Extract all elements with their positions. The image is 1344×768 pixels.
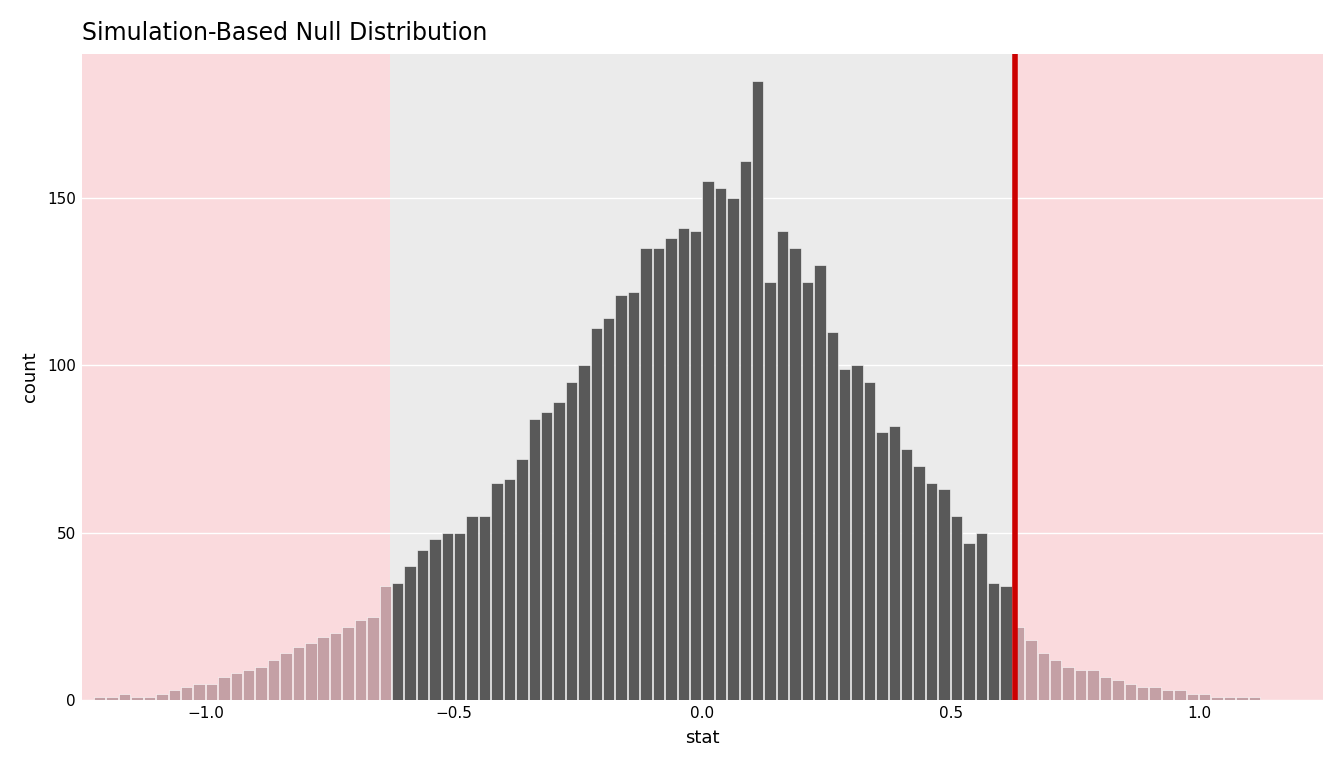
- Bar: [1187, 694, 1198, 700]
- Bar: [82, 54, 390, 700]
- Bar: [1199, 694, 1211, 700]
- Bar: [417, 550, 429, 700]
- Bar: [703, 181, 714, 700]
- Bar: [1099, 677, 1111, 700]
- Bar: [156, 694, 168, 700]
- Bar: [218, 677, 230, 700]
- Bar: [665, 238, 676, 700]
- Bar: [454, 533, 465, 700]
- Bar: [132, 697, 142, 700]
- Bar: [864, 382, 875, 700]
- Bar: [367, 617, 379, 700]
- Bar: [293, 647, 304, 700]
- Bar: [988, 583, 1000, 700]
- Bar: [789, 248, 801, 700]
- Bar: [964, 543, 974, 700]
- Bar: [727, 198, 739, 700]
- Bar: [578, 366, 590, 700]
- Bar: [392, 583, 403, 700]
- Bar: [739, 161, 751, 700]
- Bar: [628, 292, 640, 700]
- Bar: [1087, 670, 1098, 700]
- Bar: [914, 465, 925, 700]
- Bar: [590, 329, 602, 700]
- Bar: [118, 694, 130, 700]
- Bar: [329, 634, 341, 700]
- Bar: [976, 533, 986, 700]
- Bar: [1050, 660, 1062, 700]
- Bar: [753, 81, 763, 700]
- Bar: [267, 660, 280, 700]
- Bar: [1111, 680, 1124, 700]
- Bar: [1175, 690, 1185, 700]
- Bar: [1149, 687, 1161, 700]
- Bar: [900, 449, 913, 700]
- Bar: [616, 295, 626, 700]
- Bar: [231, 674, 242, 700]
- Bar: [343, 627, 353, 700]
- Bar: [542, 412, 552, 700]
- Bar: [677, 228, 689, 700]
- Bar: [839, 369, 851, 700]
- Bar: [516, 459, 528, 700]
- Bar: [876, 432, 887, 700]
- Bar: [1211, 697, 1223, 700]
- Bar: [305, 644, 316, 700]
- Bar: [429, 539, 441, 700]
- Bar: [194, 684, 204, 700]
- Bar: [1015, 54, 1322, 700]
- Bar: [715, 187, 726, 700]
- Bar: [492, 482, 503, 700]
- Bar: [653, 248, 664, 700]
- Bar: [603, 319, 614, 700]
- Bar: [851, 366, 863, 700]
- Bar: [504, 479, 515, 700]
- Bar: [379, 587, 391, 700]
- Bar: [1125, 684, 1136, 700]
- Bar: [94, 697, 105, 700]
- Bar: [926, 482, 937, 700]
- Y-axis label: count: count: [22, 352, 39, 402]
- Bar: [528, 419, 540, 700]
- Bar: [181, 687, 192, 700]
- Bar: [317, 637, 329, 700]
- Bar: [355, 620, 366, 700]
- Bar: [950, 516, 962, 700]
- Bar: [1249, 697, 1261, 700]
- X-axis label: stat: stat: [685, 729, 719, 747]
- Bar: [1063, 667, 1074, 700]
- Bar: [255, 667, 267, 700]
- Bar: [1236, 697, 1247, 700]
- Bar: [777, 231, 789, 700]
- Bar: [168, 690, 180, 700]
- Bar: [888, 425, 900, 700]
- Bar: [442, 533, 453, 700]
- Bar: [281, 654, 292, 700]
- Bar: [144, 697, 155, 700]
- Bar: [466, 516, 478, 700]
- Bar: [243, 670, 254, 700]
- Bar: [1000, 587, 1012, 700]
- Bar: [405, 566, 415, 700]
- Bar: [1025, 640, 1036, 700]
- Bar: [554, 402, 564, 700]
- Bar: [640, 248, 652, 700]
- Bar: [689, 231, 702, 700]
- Bar: [106, 697, 118, 700]
- Bar: [814, 265, 825, 700]
- Bar: [938, 489, 950, 700]
- Bar: [1224, 697, 1235, 700]
- Bar: [566, 382, 577, 700]
- Bar: [478, 516, 491, 700]
- Bar: [1038, 654, 1050, 700]
- Bar: [1161, 690, 1173, 700]
- Text: Simulation-Based Null Distribution: Simulation-Based Null Distribution: [82, 21, 487, 45]
- Bar: [765, 282, 775, 700]
- Bar: [1075, 670, 1086, 700]
- Bar: [802, 282, 813, 700]
- Bar: [206, 684, 218, 700]
- Bar: [1137, 687, 1148, 700]
- Bar: [827, 332, 837, 700]
- Bar: [1013, 627, 1024, 700]
